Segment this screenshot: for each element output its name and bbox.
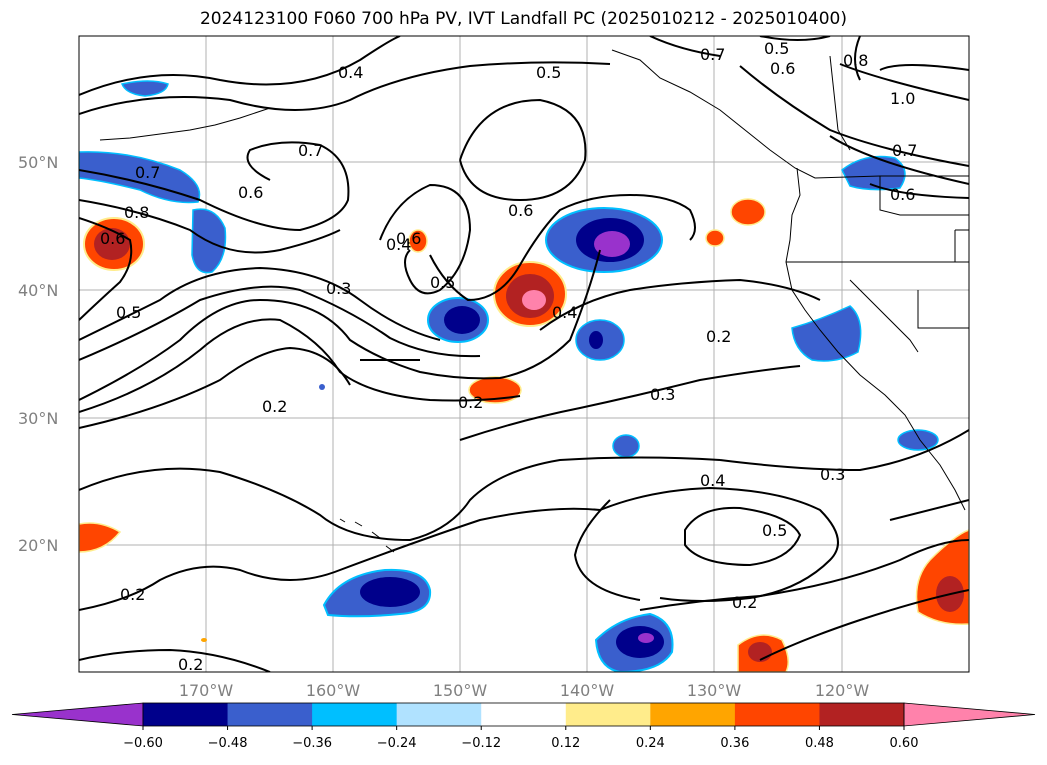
colorbar-tick-label: −0.48 (208, 736, 248, 751)
negative-anomaly-patch (612, 434, 640, 458)
contour-label: 0.2 (120, 585, 145, 604)
contour-label: 0.5 (762, 521, 787, 540)
lon-label: 150°W (433, 681, 488, 700)
colorbar-segment (312, 703, 398, 726)
colorbar-tick-label: −0.36 (292, 736, 332, 751)
negative-anomaly-patch (594, 612, 674, 672)
colorbar-extend-min (11, 702, 144, 727)
negative-anomaly-patch (427, 297, 489, 343)
contour-label: 0.7 (700, 45, 725, 64)
lat-label: 30°N (18, 409, 58, 428)
contour-label: 0.7 (135, 163, 160, 182)
contour-label: 0.6 (396, 229, 421, 248)
negative-anomaly-patch (545, 207, 663, 273)
map-title: 2024123100 F060 700 hPa PV, IVT Landfall… (199, 9, 847, 29)
lat-label: 40°N (18, 281, 58, 300)
colorbar-tick-label: 0.24 (636, 736, 665, 751)
pv-anomaly-shading (79, 80, 969, 672)
positive-anomaly-patch (408, 229, 428, 253)
positive-anomaly-patch (737, 634, 789, 672)
positive-anomaly-patch (493, 261, 567, 327)
contour-label: 1.0 (890, 89, 915, 108)
contour-label: 0.2 (178, 655, 203, 674)
latitude-labels: 50°N 40°N 30°N 20°N (18, 153, 58, 555)
lon-label: 160°W (306, 681, 361, 700)
positive-anomaly-patch (468, 376, 522, 404)
colorbar-segment (734, 703, 820, 726)
lon-label: 130°W (687, 681, 742, 700)
contour-label: 0.4 (552, 303, 577, 322)
colorbar-tick-label: 0.36 (720, 736, 749, 751)
contour-label: 0.5 (430, 273, 455, 292)
contour-label: 0.6 (890, 185, 915, 204)
colorbar-border (142, 702, 905, 727)
contour-label: 0.6 (508, 201, 533, 220)
negative-anomaly-patch (575, 319, 625, 361)
lat-label: 20°N (18, 536, 58, 555)
positive-anomaly-patch (705, 229, 725, 247)
contour-label: 0.3 (650, 385, 675, 404)
contour-label: 0.6 (238, 183, 263, 202)
contour-labels: 0.4 0.5 0.7 0.5 0.6 0.8 1.0 0.7 0.6 0.7 … (100, 39, 917, 674)
contour-label: 0.5 (764, 39, 789, 58)
lat-label: 50°N (18, 153, 58, 172)
contour-label: 0.7 (892, 141, 917, 160)
colorbar-segment (227, 703, 313, 726)
contour-label: 0.6 (100, 229, 125, 248)
contour-label: 0.8 (124, 203, 149, 222)
contour-label: 0.4 (386, 235, 411, 254)
colorbar-segment (650, 703, 736, 726)
contour-label: 0.4 (700, 471, 725, 490)
colorbar-tick-label: −0.24 (377, 736, 417, 751)
colorbar-extend-max (903, 702, 1036, 727)
negative-anomaly-patch (841, 155, 906, 191)
positive-anomaly-patch (79, 522, 122, 553)
colorbar-segment (396, 703, 482, 726)
negative-anomaly-patch (322, 568, 432, 618)
negative-anomaly-patch (120, 80, 169, 97)
contour-label: 0.3 (326, 279, 351, 298)
colorbar-tick-label: 0.12 (551, 736, 580, 751)
colorbar: −0.60 −0.48 −0.36 −0.24 −0.12 0.12 0.24 0.36 0.4… (11, 702, 1036, 751)
contour-label: 0.2 (262, 397, 287, 416)
colorbar-segment (143, 703, 229, 726)
positive-anomaly-patch (201, 638, 207, 642)
colorbar-tick-label: 0.48 (805, 736, 834, 751)
colorbar-segment (819, 703, 905, 726)
coastlines (99, 49, 969, 553)
colorbar-segment (481, 703, 567, 726)
colorbar-tick-label: 0.60 (890, 736, 919, 751)
negative-anomaly-patch (897, 429, 939, 451)
negative-anomaly-patch (791, 305, 862, 362)
lon-label: 140°W (560, 681, 615, 700)
colorbar-tick-label: −0.60 (123, 736, 163, 751)
contour-label: 0.3 (820, 465, 845, 484)
contour-label: 0.8 (843, 51, 868, 70)
contour-label: 0.7 (298, 141, 323, 160)
contour-label: 0.2 (732, 593, 757, 612)
contour-label: 0.4 (338, 63, 363, 82)
contour-label: 0.2 (458, 393, 483, 412)
contour-label: 0.5 (536, 63, 561, 82)
colorbar-segment (565, 703, 651, 726)
contour-label: 0.6 (770, 59, 795, 78)
lon-label: 170°W (179, 681, 234, 700)
negative-anomaly-patch (319, 384, 325, 390)
colorbar-tick-label: −0.12 (461, 736, 501, 751)
longitude-labels: 170°W 160°W 150°W 140°W 130°W 120°W (179, 681, 870, 700)
lon-label: 120°W (815, 681, 870, 700)
positive-anomaly-patch (730, 198, 766, 226)
contour-label: 0.5 (116, 303, 141, 322)
contour-label: 0.2 (706, 327, 731, 346)
pv-contours (79, 36, 969, 672)
map-frame (78, 35, 970, 673)
